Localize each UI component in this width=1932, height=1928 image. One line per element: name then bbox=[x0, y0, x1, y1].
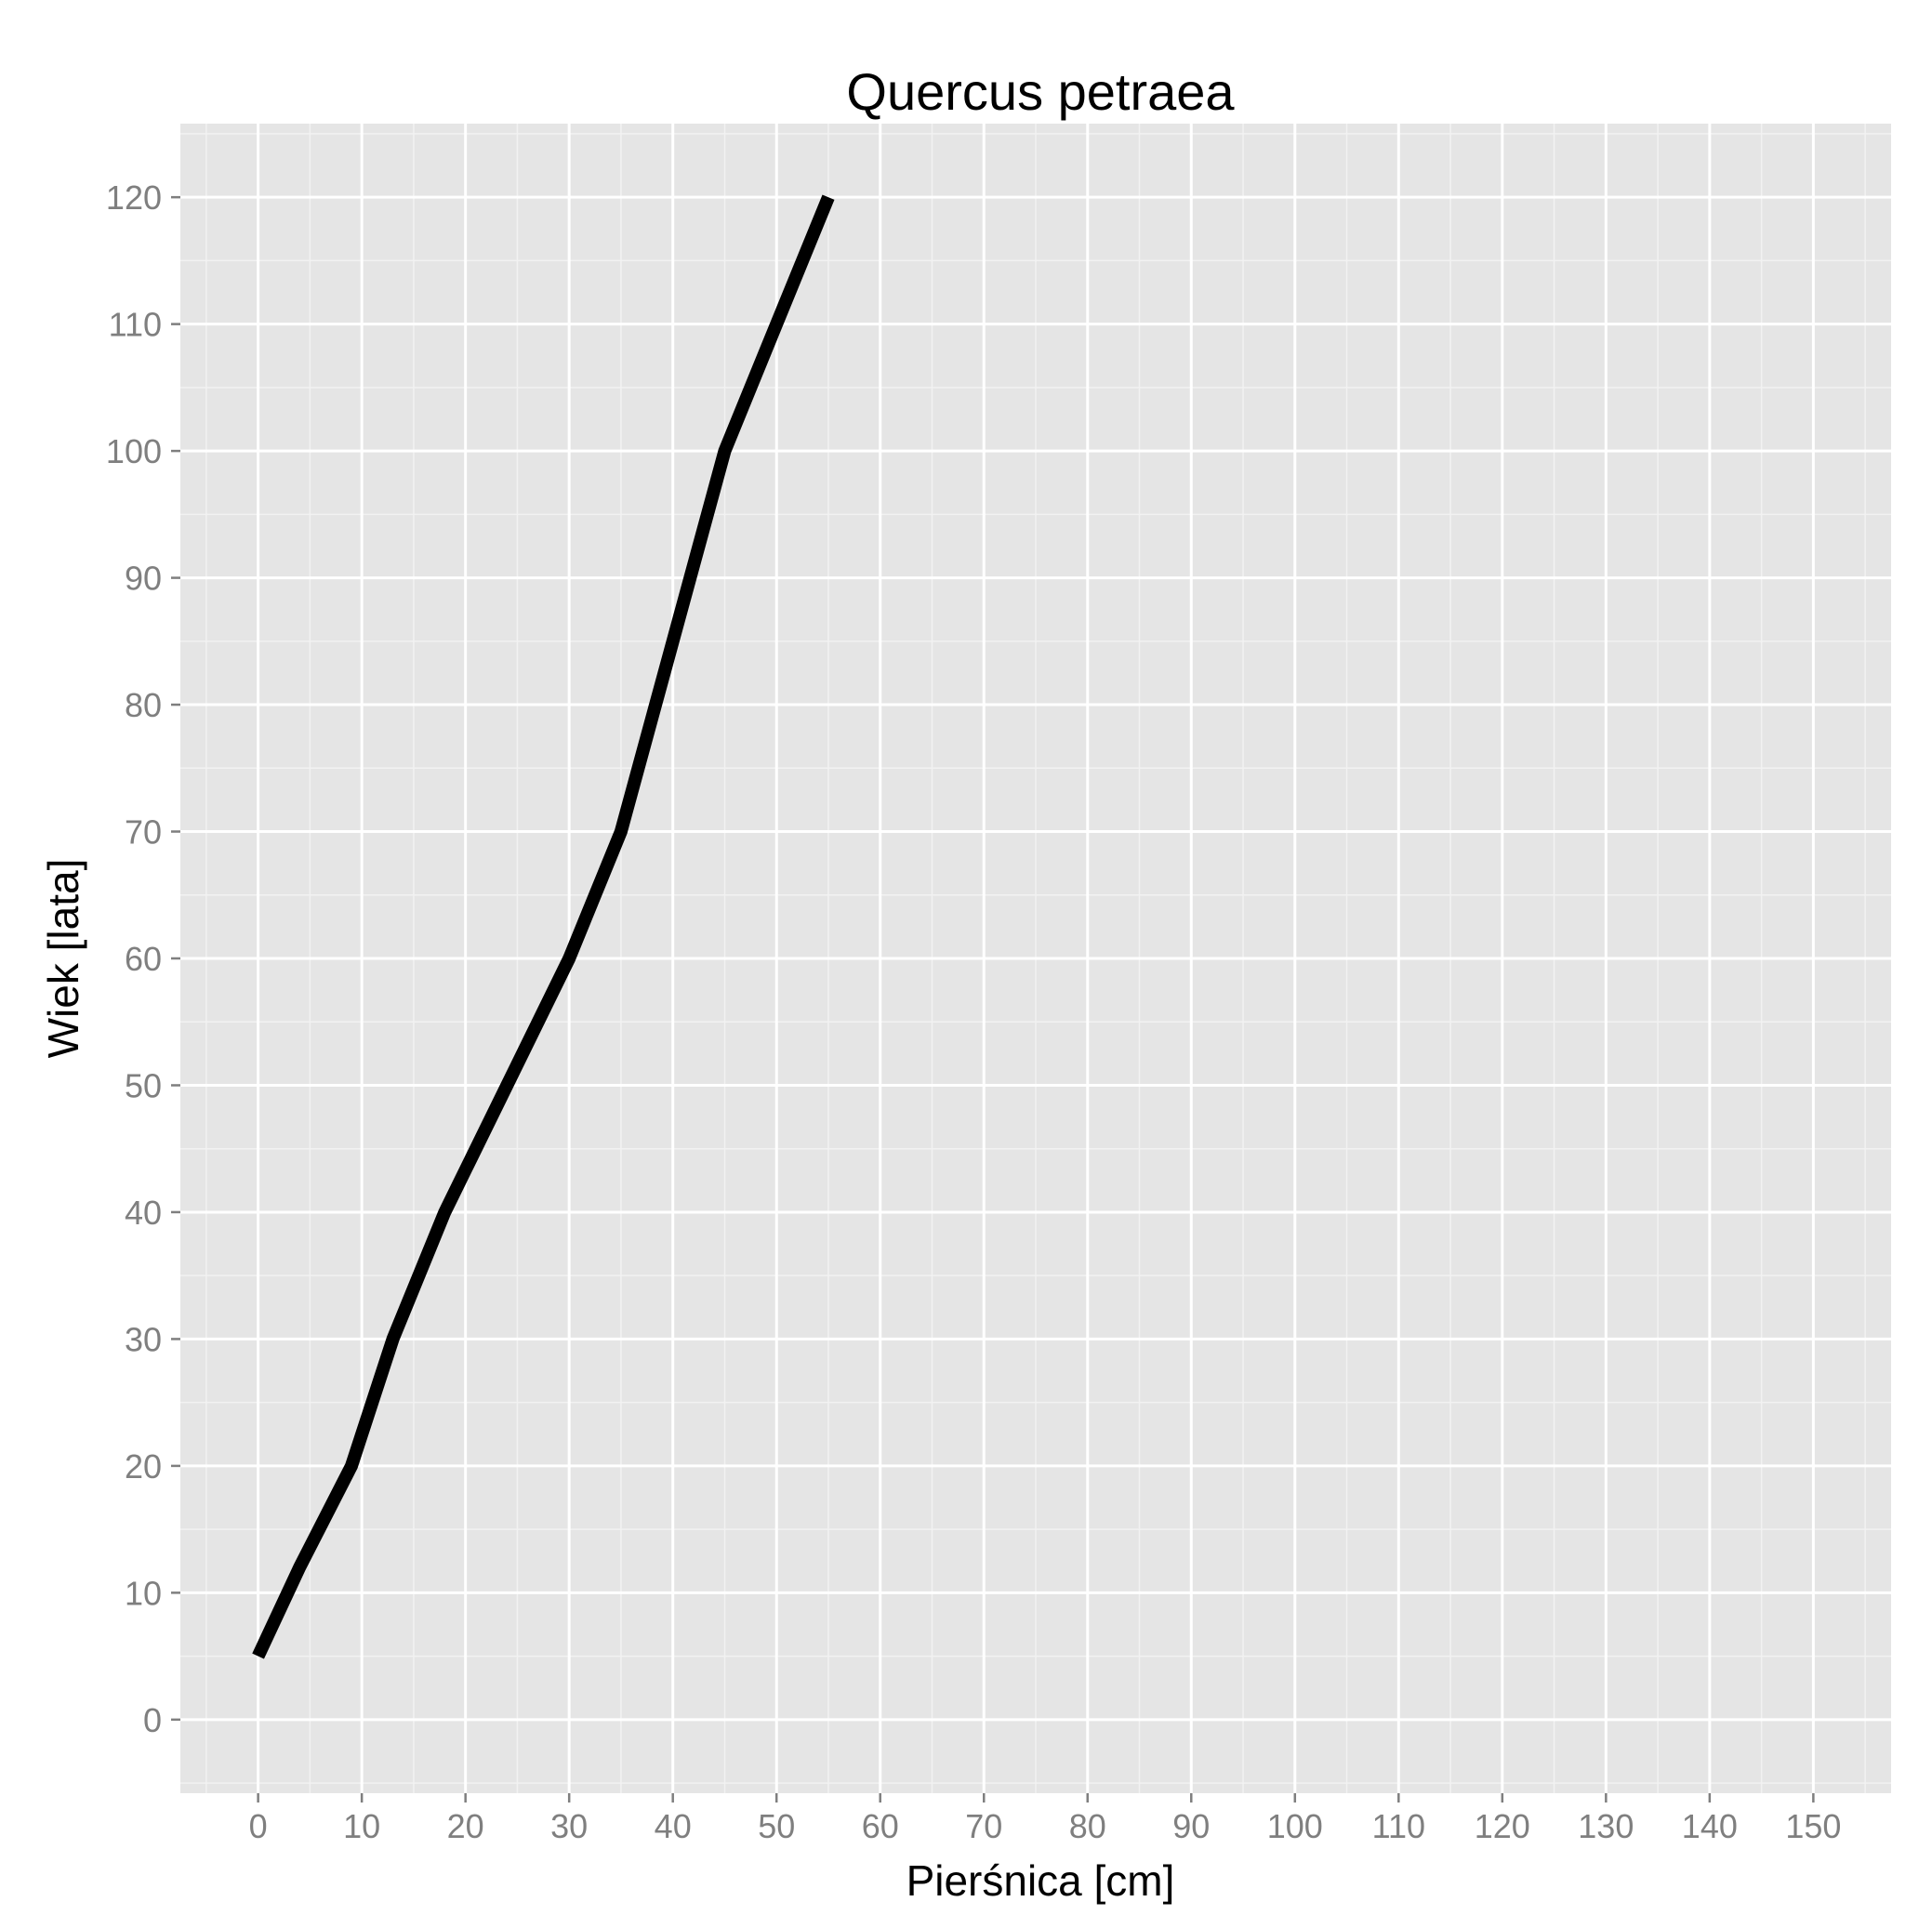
x-tick-label: 50 bbox=[758, 1807, 795, 1845]
y-tick-label: 70 bbox=[125, 813, 162, 852]
y-tick-label: 0 bbox=[143, 1701, 162, 1739]
y-tick-label: 100 bbox=[106, 432, 162, 470]
x-tick-label: 40 bbox=[655, 1807, 692, 1845]
x-tick-label: 20 bbox=[447, 1807, 484, 1845]
x-tick-label: 30 bbox=[550, 1807, 588, 1845]
y-tick-label: 30 bbox=[125, 1320, 162, 1358]
y-tick-label: 40 bbox=[125, 1194, 162, 1232]
major-gridlines bbox=[180, 124, 1891, 1793]
y-axis: 0 10 20 30 40 50 60 70 80 90 100 110 120 bbox=[106, 178, 180, 1739]
y-tick-label: 120 bbox=[106, 178, 162, 217]
y-axis-title: Wiek [lata] bbox=[39, 859, 87, 1059]
x-tick-label: 140 bbox=[1682, 1807, 1738, 1845]
x-tick-label: 80 bbox=[1069, 1807, 1106, 1845]
x-tick-label: 70 bbox=[965, 1807, 1002, 1845]
x-tick-label: 150 bbox=[1785, 1807, 1841, 1845]
x-axis-title: Pierśnica [cm] bbox=[906, 1856, 1175, 1905]
y-tick-label: 110 bbox=[109, 306, 162, 344]
x-tick-label: 120 bbox=[1475, 1807, 1530, 1845]
series-layer bbox=[252, 194, 835, 1659]
y-tick-label: 20 bbox=[125, 1447, 162, 1486]
series-line bbox=[252, 194, 835, 1659]
y-tick-label: 80 bbox=[125, 686, 162, 724]
x-tick-label: 10 bbox=[343, 1807, 380, 1845]
y-tick-label: 50 bbox=[125, 1066, 162, 1104]
x-axis: 0 10 20 30 40 50 60 70 80 90 100 110 120 130 140 150 bbox=[249, 1793, 1841, 1845]
x-tick-label: 110 bbox=[1372, 1807, 1425, 1845]
x-tick-label: 90 bbox=[1172, 1807, 1210, 1845]
x-tick-label: 0 bbox=[249, 1807, 268, 1845]
x-tick-label: 130 bbox=[1578, 1807, 1634, 1845]
y-tick-label: 90 bbox=[125, 560, 162, 598]
y-tick-label: 10 bbox=[125, 1574, 162, 1612]
x-tick-label: 100 bbox=[1267, 1807, 1323, 1845]
y-tick-label: 60 bbox=[125, 940, 162, 978]
chart-title: Quercus petraea bbox=[846, 62, 1235, 121]
x-tick-label: 60 bbox=[862, 1807, 899, 1845]
